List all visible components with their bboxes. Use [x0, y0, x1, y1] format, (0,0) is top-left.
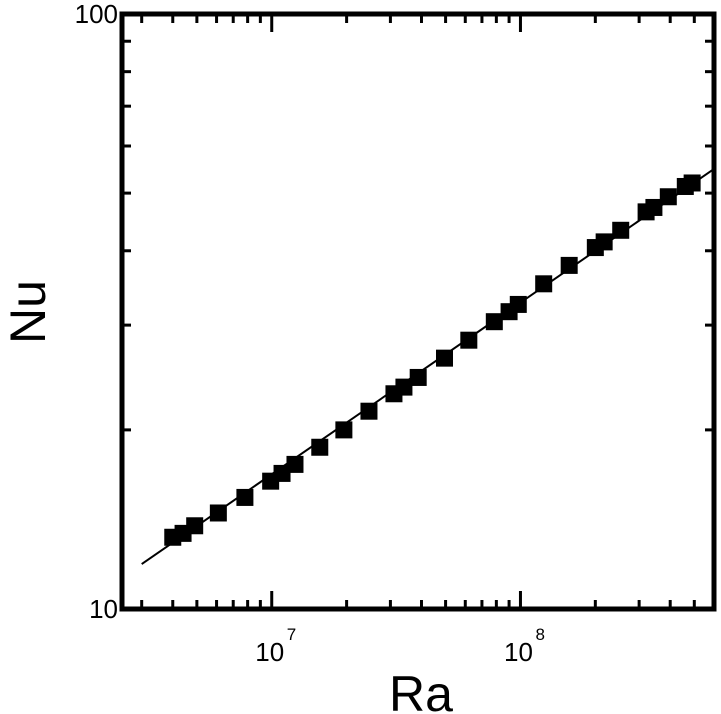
data-point	[560, 256, 578, 274]
y-tick-label: 100	[75, 0, 118, 29]
x-tick-label-exponent: 8	[535, 625, 544, 644]
data-point	[595, 233, 613, 251]
data-point	[509, 295, 527, 313]
data-point	[360, 402, 378, 420]
x-tick-label: 107	[255, 625, 296, 667]
data-point	[395, 378, 413, 396]
x-tick-label-exponent: 7	[287, 625, 296, 644]
data-point	[612, 221, 630, 239]
data-point	[659, 188, 677, 206]
data-point	[209, 504, 227, 522]
data-point	[436, 349, 454, 367]
data-point	[485, 313, 503, 331]
axes	[119, 11, 717, 612]
data-point	[286, 455, 304, 473]
plot-frame	[119, 11, 717, 612]
x-tick-label: 108	[504, 625, 545, 667]
data-point	[311, 438, 329, 456]
data-point	[683, 174, 701, 192]
y-axis-label: Nu	[0, 280, 56, 344]
data-point	[409, 368, 427, 386]
data-point	[460, 331, 478, 349]
data-point	[186, 517, 204, 535]
x-axis-label: Ra	[389, 666, 453, 714]
y-tick-label: 10	[89, 594, 118, 624]
data-point	[335, 421, 353, 439]
series-layer	[141, 168, 715, 565]
data-point	[645, 198, 663, 216]
x-tick-label-base: 10	[504, 637, 533, 667]
x-tick-label-base: 10	[255, 637, 284, 667]
data-point	[535, 275, 553, 293]
data-point	[236, 488, 254, 506]
data-point	[273, 464, 291, 482]
